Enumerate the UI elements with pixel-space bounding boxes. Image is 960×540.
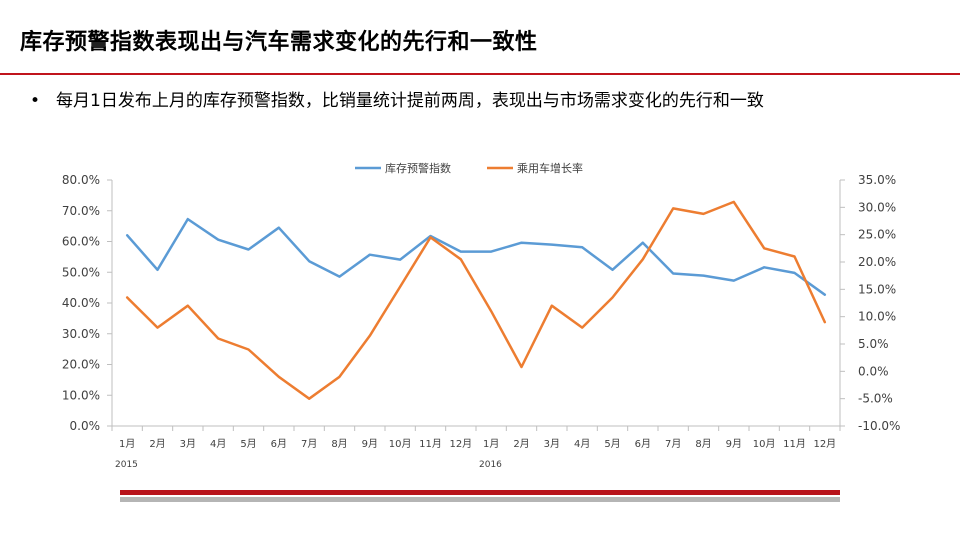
x-year-label: 2015 bbox=[115, 460, 138, 470]
x-tick-label: 11月 bbox=[419, 438, 442, 450]
x-tick-label: 2月 bbox=[513, 438, 529, 450]
x-tick-label: 8月 bbox=[331, 438, 347, 450]
x-year-label: 2016 bbox=[479, 460, 502, 470]
y-right-tick-label: 15.0% bbox=[858, 282, 896, 296]
y-left-tick-label: 30.0% bbox=[62, 327, 100, 341]
x-tick-label: 9月 bbox=[726, 438, 742, 450]
title-divider bbox=[0, 73, 960, 75]
y-right-tick-label: 20.0% bbox=[858, 255, 896, 269]
x-tick-label: 5月 bbox=[604, 438, 620, 450]
y-left-tick-label: 20.0% bbox=[62, 358, 100, 372]
bullet-text: 每月1日发布上月的库存预警指数，比销量统计提前两周，表现出与市场需求变化的先行和… bbox=[56, 91, 764, 111]
x-tick-label: 4月 bbox=[574, 438, 590, 450]
x-tick-label: 3月 bbox=[180, 438, 196, 450]
y-left-tick-label: 70.0% bbox=[62, 204, 100, 218]
y-right-tick-label: 25.0% bbox=[858, 228, 896, 242]
x-tick-label: 4月 bbox=[210, 438, 226, 450]
x-tick-label: 10月 bbox=[389, 438, 412, 450]
y-left-tick-label: 80.0% bbox=[62, 173, 100, 187]
legend-label: 库存预警指数 bbox=[385, 161, 451, 175]
footer-red-bar bbox=[120, 490, 840, 495]
series-line-2 bbox=[125, 200, 827, 400]
y-left-tick-label: 60.0% bbox=[62, 235, 100, 249]
x-tick-label: 12月 bbox=[449, 438, 472, 450]
x-tick-label: 7月 bbox=[301, 438, 317, 450]
x-tick-label: 2月 bbox=[149, 438, 165, 450]
legend-label: 乘用车增长率 bbox=[517, 161, 583, 175]
x-tick-label: 7月 bbox=[665, 438, 681, 450]
x-tick-label: 9月 bbox=[362, 438, 378, 450]
x-tick-label: 6月 bbox=[635, 438, 651, 450]
y-right-tick-label: 30.0% bbox=[858, 200, 896, 214]
y-right-tick-label: 0.0% bbox=[858, 364, 889, 378]
y-right-tick-label: 35.0% bbox=[858, 173, 896, 187]
slide-title: 库存预警指数表现出与汽车需求变化的先行和一致性 bbox=[20, 30, 538, 55]
x-tick-label: 1月 bbox=[119, 438, 135, 450]
series-line-1 bbox=[125, 217, 827, 296]
y-right-tick-label: 10.0% bbox=[858, 310, 896, 324]
y-left-tick-label: 50.0% bbox=[62, 265, 100, 279]
line-chart: 0.0% 10.0% 20.0% 30.0% 40.0% 50.0% 60.0% 70.0% 8… bbox=[62, 161, 901, 470]
x-tick-label: 8月 bbox=[695, 438, 711, 450]
y-right-tick-label: 5.0% bbox=[858, 337, 889, 351]
x-tick-label: 1月 bbox=[483, 438, 499, 450]
x-tick-label: 11月 bbox=[783, 438, 806, 450]
x-tick-label: 12月 bbox=[813, 438, 836, 450]
y-left-tick-label: 40.0% bbox=[62, 296, 100, 310]
x-tick-label: 5月 bbox=[240, 438, 256, 450]
footer-gray-bar bbox=[120, 497, 840, 502]
x-tick-label: 3月 bbox=[544, 438, 560, 450]
y-right-tick-label: -10.0% bbox=[858, 419, 900, 433]
bullet-dot: • bbox=[30, 91, 41, 111]
x-tick-label: 6月 bbox=[271, 438, 287, 450]
y-left-tick-label: 10.0% bbox=[62, 388, 100, 402]
x-tick-label: 10月 bbox=[753, 438, 776, 450]
y-right-tick-label: -5.0% bbox=[858, 392, 893, 406]
y-left-tick-label: 0.0% bbox=[70, 419, 101, 433]
